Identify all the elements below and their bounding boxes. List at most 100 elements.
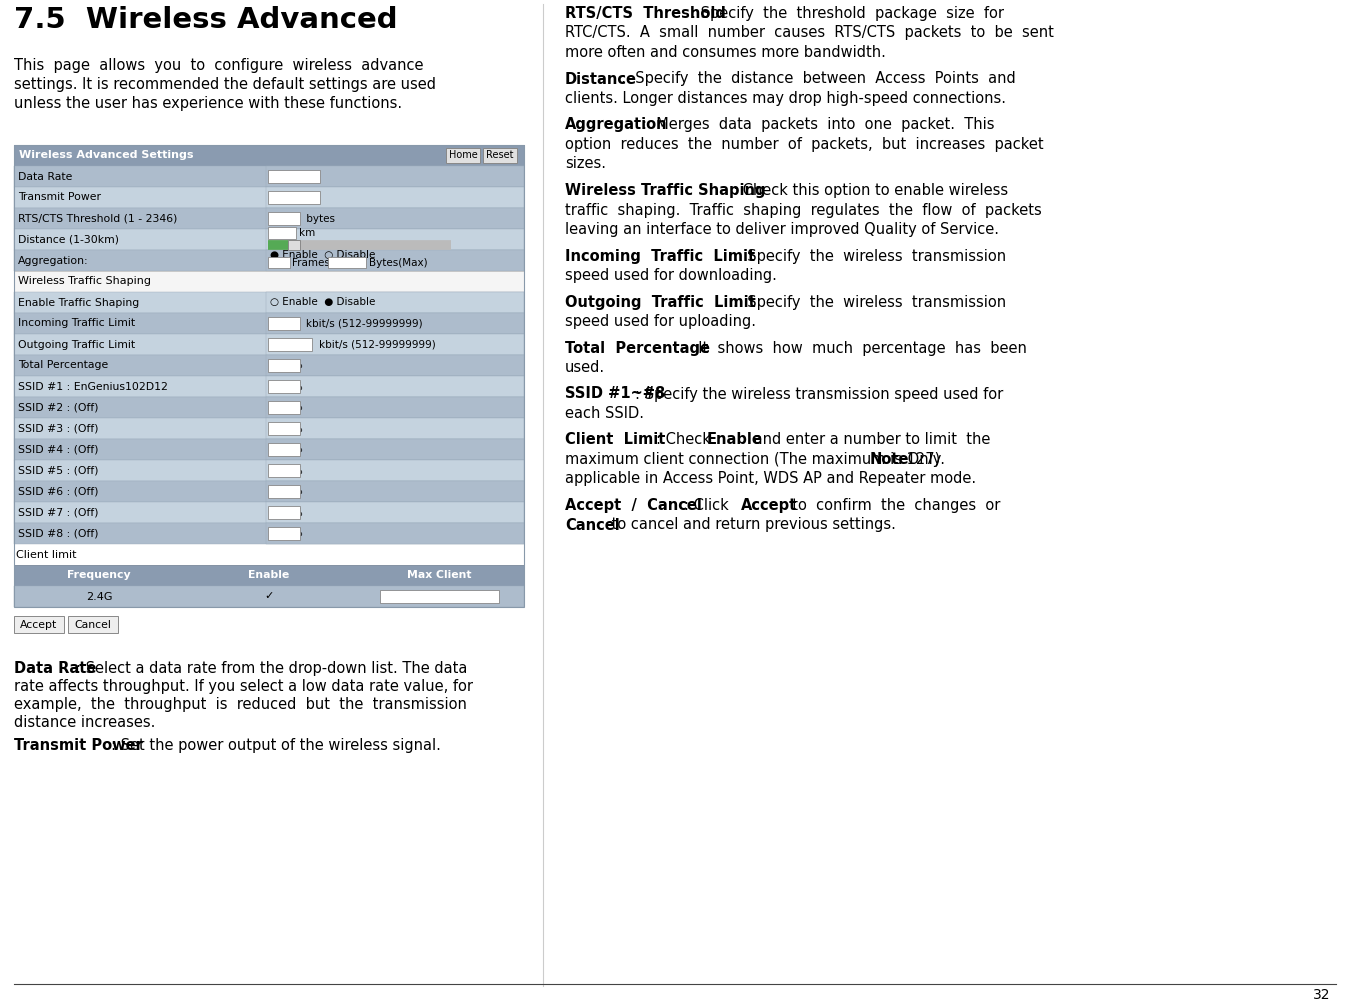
Bar [14, 397, 524, 418]
Bar [14, 418, 524, 439]
Bar [14, 439, 524, 460]
Bar [266, 313, 524, 334]
Text: : Click: : Click [684, 498, 738, 513]
Bar [266, 250, 524, 271]
Text: 10   %: 10 % [270, 507, 302, 517]
Text: :  It  shows  how  much  percentage  has  been: : It shows how much percentage has been [684, 341, 1027, 356]
Text: : Check this option to enable wireless: : Check this option to enable wireless [733, 183, 1008, 198]
Text: and enter a number to limit  the: and enter a number to limit the [749, 432, 990, 448]
Bar [266, 334, 524, 355]
Text: SSID #1~#8: SSID #1~#8 [566, 386, 666, 401]
Text: Max Client: Max Client [406, 571, 471, 581]
Text: maximum client connection (The maximum is 127).: maximum client connection (The maximum i… [566, 452, 949, 467]
Text: Bytes(Max): Bytes(Max) [369, 258, 428, 268]
Text: speed used for downloading.: speed used for downloading. [566, 268, 776, 283]
Bar [266, 481, 524, 502]
Bar [288, 240, 300, 250]
Text: Transmit Power: Transmit Power [14, 738, 143, 753]
Text: 10   %: 10 % [270, 402, 302, 412]
Text: settings. It is recommended the default settings are used: settings. It is recommended the default … [14, 77, 436, 92]
Text: :  Specify  the  wireless  transmission: : Specify the wireless transmission [733, 249, 1006, 263]
Bar [269, 401, 300, 414]
Bar [266, 208, 524, 229]
Text: option  reduces  the  number  of  packets,  but  increases  packet: option reduces the number of packets, bu… [566, 137, 1044, 152]
Bar [269, 443, 300, 456]
Text: Auto: Auto [271, 193, 296, 203]
Bar [266, 439, 524, 460]
Text: Frequency: Frequency [68, 571, 131, 581]
Text: ✓: ✓ [265, 592, 274, 602]
Text: Incoming Traffic Limit: Incoming Traffic Limit [18, 319, 135, 329]
Text: Accept  /  Cancel: Accept / Cancel [566, 498, 702, 513]
Text: SSID #2 : (Off): SSID #2 : (Off) [18, 402, 99, 412]
Text: speed used for uploading.: speed used for uploading. [566, 314, 756, 329]
Text: SSID #3 : (Off): SSID #3 : (Off) [18, 423, 99, 433]
Bar [269, 227, 296, 239]
Text: Frames: Frames [292, 258, 329, 268]
Text: to  confirm  the  changes  or: to confirm the changes or [783, 498, 1000, 513]
Bar [269, 170, 320, 183]
Text: Incoming  Traffic  Limit: Incoming Traffic Limit [566, 249, 755, 263]
Bar [269, 212, 300, 225]
Bar [14, 208, 524, 229]
Text: Total  Percentage: Total Percentage [566, 341, 710, 356]
Bar [266, 523, 524, 544]
Text: 50000: 50000 [329, 258, 363, 268]
Text: Accept: Accept [20, 620, 58, 630]
Bar [14, 616, 63, 633]
Text: Accept: Accept [741, 498, 798, 513]
Bar [14, 145, 524, 607]
Text: 2.4G: 2.4G [86, 592, 112, 602]
Bar [269, 422, 300, 435]
Text: Distance (1-30km): Distance (1-30km) [18, 235, 119, 245]
Text: Aggregation: Aggregation [566, 118, 668, 132]
Text: Note: Note [869, 452, 910, 467]
Text: 10   %: 10 % [270, 487, 302, 497]
Text: 10   %: 10 % [270, 361, 302, 371]
Text: Client limit: Client limit [16, 549, 77, 559]
Text: traffic  shaping.  Traffic  shaping  regulates  the  flow  of  packets: traffic shaping. Traffic shaping regulat… [566, 203, 1042, 218]
Text: ○ Enable  ● Disable: ○ Enable ● Disable [270, 297, 375, 307]
Bar [14, 523, 524, 544]
Text: : Set the power output of the wireless signal.: : Set the power output of the wireless s… [111, 738, 440, 753]
Text: ● Enable  ○ Disable: ● Enable ○ Disable [270, 250, 375, 260]
Text: Wireless Advanced Settings: Wireless Advanced Settings [19, 150, 193, 160]
Text: 10   %: 10 % [270, 423, 302, 433]
Text: :  Specify  the  wireless  transmission: : Specify the wireless transmission [733, 294, 1006, 309]
Bar [266, 397, 524, 418]
Bar [14, 586, 524, 607]
Bar [269, 359, 300, 372]
Text: Enable: Enable [707, 432, 763, 448]
Text: : Only: : Only [898, 452, 941, 467]
Text: : Specify the wireless transmission speed used for: : Specify the wireless transmission spee… [634, 386, 1003, 401]
Bar [269, 485, 300, 498]
Bar [14, 334, 524, 355]
Bar [266, 187, 524, 208]
Bar [269, 527, 300, 540]
Text: Cancel: Cancel [566, 517, 620, 532]
Text: This  page  allows  you  to  configure  wireless  advance: This page allows you to configure wirele… [14, 58, 424, 73]
Text: 10   %: 10 % [270, 466, 302, 476]
Bar [14, 460, 524, 481]
Bar [14, 376, 524, 397]
Bar [266, 502, 524, 523]
Text: example,  the  throughput  is  reduced  but  the  transmission: example, the throughput is reduced but t… [14, 697, 467, 712]
Bar [266, 460, 524, 481]
Bar [446, 148, 481, 163]
Text: 2346   bytes: 2346 bytes [270, 214, 335, 224]
Text: Client  Limit: Client Limit [566, 432, 666, 448]
Bar [68, 616, 117, 633]
Bar [379, 590, 498, 603]
Bar [14, 502, 524, 523]
Text: to cancel and return previous settings.: to cancel and return previous settings. [608, 517, 896, 532]
Bar [483, 148, 517, 163]
Bar [14, 229, 524, 250]
Text: Data Rate: Data Rate [14, 661, 96, 676]
Text: 32: 32 [270, 258, 284, 268]
Text: 10   %: 10 % [270, 445, 302, 455]
Text: Aggregation:: Aggregation: [18, 255, 89, 265]
Bar [14, 271, 524, 292]
Text: 10   %: 10 % [270, 528, 302, 538]
Text: :  Specify  the  distance  between  Access  Points  and: : Specify the distance between Access Po… [621, 72, 1015, 87]
Text: Auto: Auto [271, 171, 296, 181]
